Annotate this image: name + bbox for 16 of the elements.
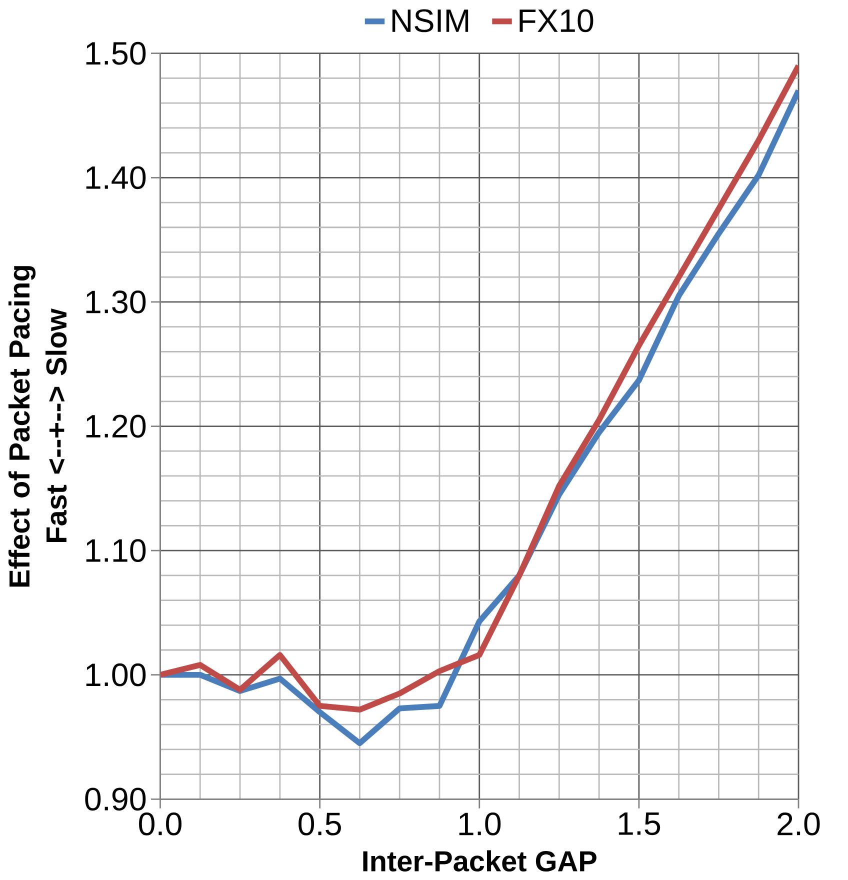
y-tick-label: 1.40 [86,166,146,190]
y-tick-label: 1.20 [86,414,146,438]
x-tick-label: 0.5 [298,812,341,836]
y-tick-label: 1.00 [86,663,146,686]
x-tick-label: 0.0 [139,812,182,836]
legend-label: NSIM [392,9,468,32]
y-axis-title: Effect of Packet Pacing Fast <--+--> Slow [8,266,67,587]
x-tick-label: 2.0 [778,812,820,836]
x-tick-label: 1.5 [618,812,660,836]
x-tick-label: 1.0 [459,812,501,836]
y-tick-label: 1.30 [86,290,146,314]
y-tick-label: 1.50 [86,42,146,65]
x-axis-title: Inter-Packet GAP [363,850,596,872]
legend-label: FX10 [520,9,594,32]
y-tick-label: 0.90 [85,788,146,811]
y-tick-label: 1.10 [86,539,146,562]
